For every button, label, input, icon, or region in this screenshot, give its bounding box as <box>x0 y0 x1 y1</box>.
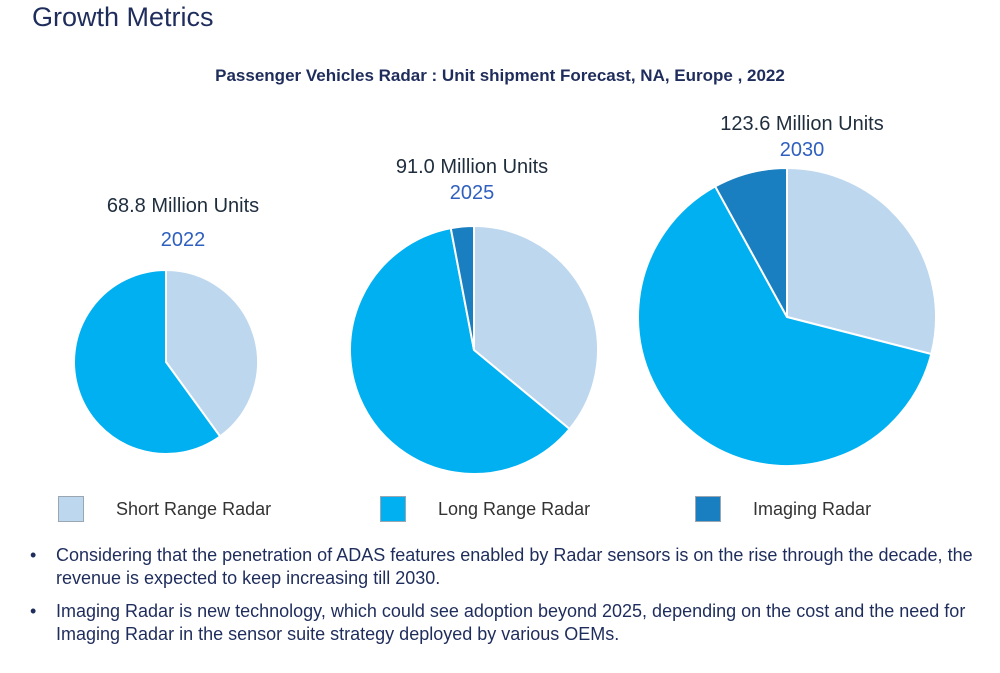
pie-label-2025: 91.0 Million Units 2025 <box>352 154 592 206</box>
pie-year-label: 2022 <box>160 229 206 251</box>
bullet-icon: • <box>30 545 37 565</box>
note-item: • Imaging Radar is new technology, which… <box>28 600 978 646</box>
pie-year-label: 2030 <box>779 139 825 161</box>
note-item: • Considering that the penetration of AD… <box>28 544 978 590</box>
pie-chart-2025 <box>349 224 599 475</box>
pie-slice-short-range-radar <box>786 166 937 356</box>
pie-slice-long-range-radar <box>637 185 933 467</box>
chart-legend: Short Range Radar Long Range Radar Imagi… <box>0 496 1000 528</box>
legend-swatch <box>695 496 721 522</box>
pie-slice-short-range-radar <box>165 268 259 438</box>
note-text: Considering that the penetration of ADAS… <box>56 545 973 588</box>
legend-item-imaging: Imaging Radar <box>695 496 871 522</box>
pie-total-label: 68.8 Million Units <box>106 195 260 217</box>
chart-title: Passenger Vehicles Radar : Unit shipment… <box>215 66 785 85</box>
pie-chart-2030 <box>637 166 937 467</box>
legend-swatch <box>58 496 84 522</box>
legend-label: Short Range Radar <box>116 498 272 519</box>
pie-total-label: 91.0 Million Units <box>395 156 549 178</box>
notes-list: • Considering that the penetration of AD… <box>28 544 978 656</box>
pie-slice-imaging-radar <box>449 224 475 351</box>
legend-swatch <box>380 496 406 522</box>
pie-label-2022: 68.8 Million Units 2022 <box>63 193 303 253</box>
bullet-icon: • <box>30 601 37 621</box>
pie-total-label: 123.6 Million Units <box>720 113 884 135</box>
pie-year-label: 2025 <box>449 182 495 204</box>
pie-label-2030: 123.6 Million Units 2030 <box>682 111 922 163</box>
legend-label: Long Range Radar <box>438 498 591 519</box>
legend-label: Imaging Radar <box>753 498 872 519</box>
pie-slice-long-range-radar <box>349 227 571 475</box>
pie-chart-2022 <box>73 268 259 455</box>
legend-item-long-range: Long Range Radar <box>380 496 590 522</box>
pie-slice-long-range-radar <box>73 268 222 455</box>
pie-slice-imaging-radar <box>713 166 788 318</box>
page-title: Growth Metrics <box>32 2 214 32</box>
legend-item-short-range: Short Range Radar <box>58 496 271 522</box>
note-text: Imaging Radar is new technology, which c… <box>56 601 966 644</box>
pie-slice-short-range-radar <box>473 224 599 431</box>
